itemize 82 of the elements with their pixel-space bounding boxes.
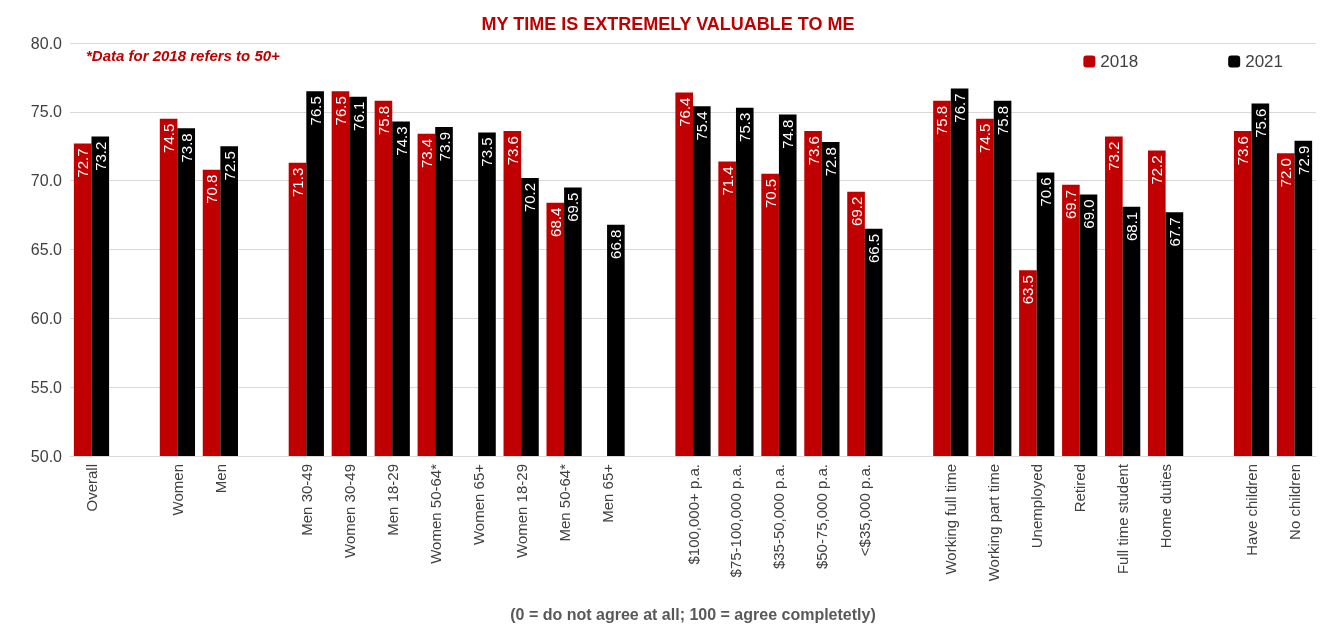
x-tick-label: $100,000+ p.a. — [684, 464, 702, 565]
x-tick-label: $35-50,000 p.a. — [770, 464, 788, 570]
data-label: 71.3 — [289, 167, 306, 197]
data-label: 72.7 — [74, 148, 92, 178]
data-label: 73.6 — [503, 136, 521, 166]
data-label: 74.8 — [779, 119, 797, 149]
x-tick-label: Men 18-29 — [383, 464, 401, 536]
y-tick-label: 70.0 — [30, 172, 63, 190]
data-label: 73.9 — [435, 131, 453, 162]
data-label: 76.5 — [331, 96, 349, 126]
x-axis-title: (0 = do not agree at all; 100 = agree completetly) — [510, 605, 876, 623]
data-label: 75.3 — [736, 112, 754, 142]
data-label: 72.9 — [1294, 145, 1312, 175]
legend-label: 2018 — [1100, 52, 1139, 71]
data-label: 70.6 — [1037, 177, 1055, 207]
data-label: 70.2 — [521, 182, 539, 213]
data-label: 72.0 — [1277, 158, 1295, 188]
x-tick-label: Men 65+ — [598, 463, 616, 523]
data-label: 73.5 — [478, 137, 496, 167]
chart-title: MY TIME IS EXTREMELY VALUABLE TO ME — [481, 14, 855, 34]
y-tick-label: 60.0 — [30, 309, 63, 327]
data-label: 75.8 — [374, 105, 392, 136]
y-tick-label: 50.0 — [30, 447, 63, 465]
data-label: 67.7 — [1165, 217, 1183, 247]
data-label: 69.7 — [1062, 189, 1080, 219]
data-label: 72.5 — [220, 151, 238, 181]
annotation: *Data for 2018 refers to 50+ — [86, 47, 281, 64]
data-label: 75.8 — [933, 105, 951, 136]
data-label: 74.5 — [160, 123, 178, 153]
x-tick-label: Men — [211, 464, 229, 494]
y-tick-label: 75.0 — [30, 103, 63, 121]
data-label: 76.5 — [306, 96, 324, 126]
x-tick-label: Full time student — [1114, 463, 1132, 575]
x-tick-label: Working part time — [985, 464, 1003, 582]
data-label: 71.4 — [718, 166, 736, 196]
x-tick-label: Women — [168, 464, 186, 516]
data-label: 73.2 — [91, 141, 109, 171]
data-label: 73.2 — [1105, 141, 1123, 171]
data-label: 76.4 — [675, 97, 693, 127]
data-label: 68.1 — [1122, 211, 1140, 242]
data-label: 73.4 — [417, 138, 435, 169]
legend-label: 2021 — [1245, 52, 1284, 71]
x-tick-label: Have children — [1243, 464, 1261, 556]
y-tick-label: 65.0 — [30, 241, 63, 258]
x-tick-label: Men 50-64* — [555, 463, 573, 542]
x-tick-label: Women 18-29 — [512, 464, 530, 558]
data-label: 69.2 — [847, 196, 865, 226]
data-label: 73.6 — [804, 136, 822, 166]
data-label: 76.1 — [349, 101, 367, 131]
x-tick-label: Working full time — [942, 464, 960, 575]
data-label: 73.8 — [177, 133, 195, 163]
data-label: 74.3 — [392, 126, 410, 156]
x-tick-label: $75-100,000 p.a. — [727, 464, 745, 578]
data-label: 66.8 — [607, 229, 625, 259]
x-tick-label: Home duties — [1157, 464, 1175, 549]
data-label: 72.8 — [822, 147, 840, 177]
x-tick-label: Retired — [1071, 464, 1089, 513]
x-tick-label: Women 30-49 — [340, 464, 358, 558]
data-label: 76.7 — [951, 93, 969, 123]
data-label: 72.2 — [1148, 155, 1166, 185]
x-tick-label: Overall — [82, 464, 100, 512]
x-tick-label: Women 65+ — [469, 463, 487, 546]
x-tick-label: Men 30-49 — [297, 464, 315, 536]
data-label: 75.4 — [693, 111, 711, 141]
data-label: 73.6 — [1234, 136, 1252, 166]
x-tick-label: No children — [1286, 464, 1304, 540]
data-label: 68.4 — [546, 207, 564, 237]
data-label: 70.8 — [203, 174, 221, 204]
data-label: 70.5 — [761, 178, 779, 208]
y-tick-label: 55.0 — [30, 378, 63, 396]
data-label: 66.5 — [865, 233, 883, 264]
x-tick-label: Unemployed — [1028, 464, 1046, 549]
data-label: 69.5 — [564, 192, 582, 222]
data-label: 63.5 — [1019, 275, 1037, 305]
y-tick-label: 80.0 — [30, 34, 63, 52]
x-tick-label: Women 50-64* — [426, 463, 444, 564]
data-label: 74.5 — [976, 123, 994, 153]
data-label: 75.8 — [994, 105, 1012, 136]
x-tick-label: <$35,000 p.a. — [856, 464, 874, 557]
x-tick-label: $50-75,000 p.a. — [813, 464, 831, 570]
data-label: 69.0 — [1080, 199, 1097, 229]
data-label: 75.6 — [1251, 108, 1269, 138]
